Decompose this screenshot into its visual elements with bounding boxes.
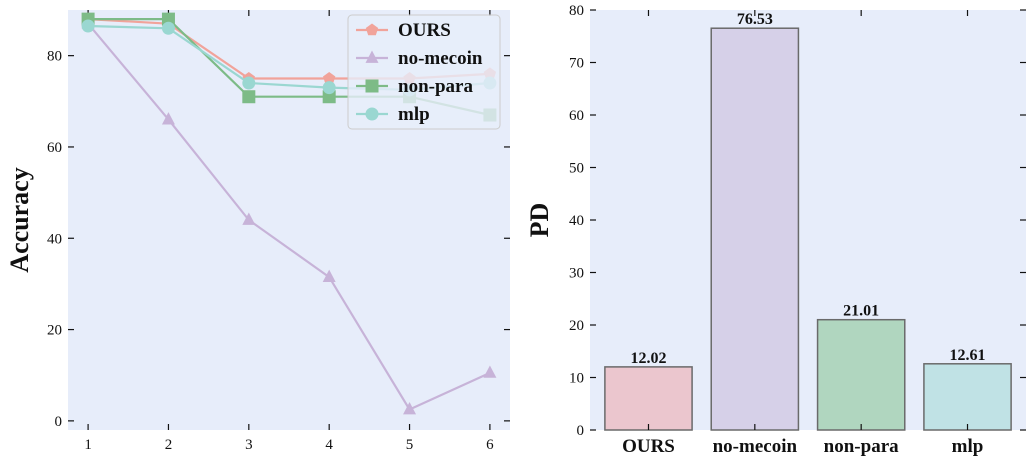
data-point bbox=[483, 365, 497, 378]
data-point bbox=[161, 21, 175, 35]
bar-no-mecoin: 76.53 no-mecoin bbox=[710, 10, 800, 457]
y-tick-label: 40 bbox=[47, 231, 62, 247]
legend-item-no-mecoin: no-mecoin bbox=[356, 48, 483, 69]
data-point bbox=[242, 90, 256, 104]
bar-rect bbox=[710, 27, 800, 431]
y-tick-label: 40 bbox=[569, 213, 584, 229]
legend-item-non-para: non-para bbox=[356, 76, 473, 97]
bar-rect bbox=[816, 318, 906, 431]
data-point bbox=[365, 79, 379, 93]
bar-y-axis-label: PD bbox=[525, 203, 554, 238]
bar-mlp: 12.61 mlp bbox=[923, 10, 1012, 457]
line-axis-ticks: 0 20 40 60 80 1 2 3 4 5 6 bbox=[47, 10, 510, 453]
data-point bbox=[365, 50, 379, 63]
y-tick-label: 20 bbox=[569, 318, 584, 334]
x-tick-label: 4 bbox=[325, 437, 333, 453]
y-tick-label: 60 bbox=[47, 140, 62, 156]
y-tick-label: 0 bbox=[55, 414, 63, 430]
line-y-axis-label: Accuracy bbox=[5, 167, 34, 272]
bar-plot-area bbox=[590, 10, 1026, 430]
data-point bbox=[365, 107, 379, 121]
y-tick-label: 60 bbox=[569, 108, 584, 124]
legend-item-mlp: mlp bbox=[356, 104, 430, 125]
bar-rect bbox=[604, 366, 693, 431]
bar-rect bbox=[923, 363, 1012, 431]
legend-label: no-mecoin bbox=[398, 48, 483, 69]
y-tick-label: 0 bbox=[577, 423, 585, 439]
x-tick-label: 6 bbox=[486, 437, 494, 453]
y-tick-label: 50 bbox=[569, 161, 584, 177]
y-tick-label: 70 bbox=[569, 56, 584, 72]
bar-value-label: 76.53 bbox=[737, 11, 773, 28]
data-point bbox=[322, 90, 336, 104]
series-line bbox=[87, 22, 491, 411]
y-tick-label: 30 bbox=[569, 266, 584, 282]
legend-label: mlp bbox=[398, 104, 430, 125]
data-point bbox=[161, 112, 175, 125]
bar-value-label: 12.02 bbox=[630, 350, 666, 367]
data-point bbox=[403, 401, 417, 415]
x-tick-label: no-mecoin bbox=[713, 436, 798, 457]
y-tick-label: 20 bbox=[47, 323, 62, 339]
y-tick-label: 80 bbox=[47, 49, 62, 65]
data-point bbox=[81, 19, 95, 33]
x-tick-label: mlp bbox=[952, 436, 984, 457]
bar-value-label: 12.61 bbox=[950, 347, 986, 364]
data-point bbox=[322, 81, 336, 95]
bar-value-label: 21.01 bbox=[843, 303, 879, 320]
y-tick-label: 80 bbox=[569, 3, 584, 19]
data-point bbox=[161, 12, 175, 26]
legend-box bbox=[347, 14, 501, 130]
bar-axis-ticks: 0 10 20 30 40 50 60 70 80 bbox=[569, 3, 1026, 439]
bar-chart: 0 10 20 30 40 50 60 70 80 PD 12.02 OURS 76.53 no-me… bbox=[525, 3, 1026, 457]
y-tick-label: 10 bbox=[569, 371, 584, 387]
bar-non-para: 21.01 non-para bbox=[816, 10, 906, 457]
data-point bbox=[323, 71, 336, 84]
data-point bbox=[242, 76, 256, 90]
x-tick-label: OURS bbox=[622, 436, 675, 457]
x-tick-label: 3 bbox=[245, 437, 253, 453]
data-point bbox=[242, 212, 256, 225]
legend-item-OURS: OURS bbox=[356, 20, 451, 41]
bars-group: 12.02 OURS 76.53 no-mecoin 21.01 non-para 12.6… bbox=[604, 10, 1012, 457]
data-point bbox=[322, 269, 336, 282]
legend-label: non-para bbox=[398, 76, 473, 97]
line-chart: 0 20 40 60 80 1 2 3 4 5 6 Accuracy OURS no-mecoin no… bbox=[5, 10, 510, 453]
x-tick-label: 1 bbox=[84, 437, 92, 453]
line-legend: OURS no-mecoin non-para mlp bbox=[347, 14, 501, 130]
x-tick-label: non-para bbox=[824, 436, 899, 457]
x-tick-label: 2 bbox=[165, 437, 173, 453]
data-point bbox=[365, 23, 379, 36]
legend-label: OURS bbox=[398, 20, 451, 41]
bar-OURS: 12.02 OURS bbox=[604, 10, 693, 457]
x-tick-label: 5 bbox=[406, 437, 414, 453]
